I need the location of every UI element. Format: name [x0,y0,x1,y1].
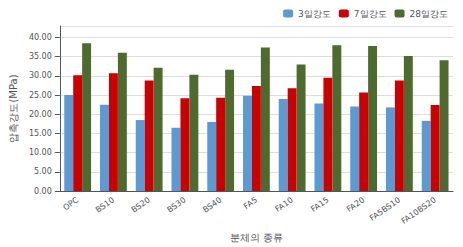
svg-text:FA20: FA20 [345,195,366,214]
svg-text:BS30: BS30 [165,195,187,214]
svg-text:분체의 종류: 분체의 종류 [230,232,283,243]
svg-text:BS40: BS40 [201,195,223,214]
svg-text:15.00: 15.00 [29,129,52,138]
svg-text:5.00: 5.00 [34,167,52,176]
svg-text:40.00: 40.00 [29,33,52,42]
svg-text:30.00: 30.00 [29,71,52,80]
svg-text:0.00: 0.00 [34,187,52,196]
svg-text:35.00: 35.00 [29,52,52,61]
svg-text:FA5: FA5 [242,195,259,211]
svg-text:7일강도: 7일강도 [354,9,387,19]
svg-text:FA15: FA15 [309,195,330,214]
svg-text:BS20: BS20 [130,195,152,214]
svg-text:10.00: 10.00 [29,148,52,157]
svg-text:FA10: FA10 [274,195,295,214]
svg-text:3일강도: 3일강도 [298,9,331,19]
svg-text:FA10BS20: FA10BS20 [400,195,438,225]
svg-text:압축강도(MPa): 압축강도(MPa) [8,74,19,142]
svg-text:25.00: 25.00 [29,91,52,100]
svg-text:28일강도: 28일강도 [410,9,448,19]
svg-text:BS10: BS10 [94,195,116,214]
svg-text:20.00: 20.00 [29,110,52,119]
svg-text:FA5BS10: FA5BS10 [368,195,402,222]
svg-text:OPC: OPC [61,195,80,212]
